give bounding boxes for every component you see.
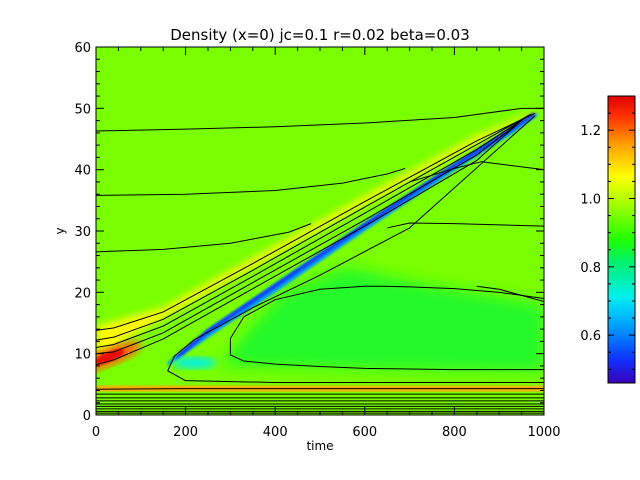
y-axis-ticks: 0 10 20 30 40 50 60 [74, 41, 544, 424]
cavity [172, 356, 217, 369]
contour-line-7 [229, 285, 544, 371]
colorbar-gradient [608, 96, 635, 383]
y-tick-label: 50 [74, 102, 91, 117]
y-tick-label: 20 [74, 286, 91, 301]
y-axis-label: y [53, 227, 67, 234]
colorbar-tick-label: 0.8 [580, 261, 601, 276]
x-tick-label: 800 [442, 425, 467, 440]
contour-line-19 [96, 114, 531, 341]
colorbar: 0.6 0.8 1.0 1.2 [580, 95, 636, 384]
contour-lines [96, 107, 544, 414]
y-tick-label: 10 [74, 348, 91, 363]
contour-line-5 [387, 222, 544, 229]
contour-line-8 [167, 115, 544, 383]
chart-title: Density (x=0) jc=0.1 r=0.02 beta=0.03 [170, 26, 470, 44]
x-tick-label: 600 [352, 425, 377, 440]
contour-line-20 [96, 115, 529, 349]
contour-line-21 [96, 116, 527, 355]
y-tick-label: 30 [74, 225, 91, 240]
x-axis-ticks: 0 200 400 600 800 1000 [92, 47, 561, 440]
x-axis-label: time [306, 439, 333, 453]
contour-line-22 [96, 117, 525, 366]
x-tick-label: 1000 [527, 425, 560, 440]
contour-line-6 [476, 285, 544, 303]
y-tick-label: 0 [83, 409, 91, 424]
x-tick-label: 200 [173, 425, 198, 440]
colorbar-frame [607, 95, 636, 384]
colorbar-ticks: 0.6 0.8 1.0 1.2 [580, 95, 635, 370]
colorbar-tick-label: 1.0 [580, 193, 601, 208]
contour-line-9 [96, 388, 544, 390]
dense-ridge [96, 110, 536, 357]
x-tick-label: 0 [92, 425, 100, 440]
colorbar-tick-label: 1.2 [580, 124, 601, 139]
density-field [96, 47, 544, 415]
contour-line-18 [96, 112, 536, 331]
contour-line-1 [96, 107, 544, 132]
contour-line-3 [96, 223, 312, 253]
rarefied-band-halo [167, 112, 538, 366]
contour-line-2 [96, 167, 406, 196]
x-tick-label: 400 [263, 425, 288, 440]
y-tick-label: 40 [74, 164, 91, 179]
colorbar-tick-label: 0.6 [580, 329, 601, 344]
density-peak [96, 349, 125, 365]
y-tick-label: 60 [74, 41, 91, 56]
